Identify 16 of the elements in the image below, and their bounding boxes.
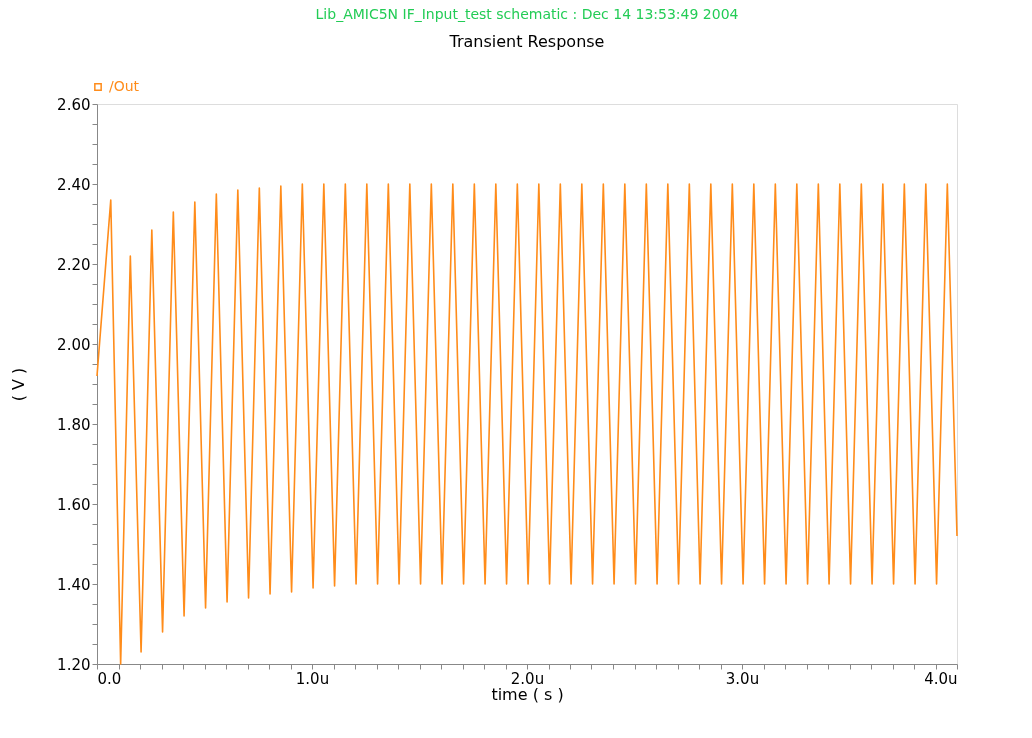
x-tick-label: 3.0u	[725, 669, 760, 688]
y-axis-title: ( V )	[9, 367, 29, 402]
legend-label: /Out	[109, 78, 140, 94]
y-tick-label: 2.20	[57, 255, 91, 274]
x-tick-label: 0.0	[97, 669, 122, 688]
y-tick-label: 1.60	[57, 495, 91, 514]
y-tick-label: 1.20	[57, 655, 91, 674]
y-tick-label: 2.00	[57, 335, 91, 354]
chart-title: Lib_AMIC5N IF_Input_test schematic : Dec 14 13:53:49 2004	[315, 6, 739, 22]
x-tick-label: 4.0u	[924, 669, 958, 688]
y-tick-label: 1.80	[57, 415, 91, 434]
chart-subtitle: Transient Response	[448, 32, 605, 51]
y-tick-label: 1.40	[57, 575, 91, 594]
y-tick-label: 2.40	[57, 175, 91, 194]
y-tick-label: 2.60	[57, 95, 91, 114]
x-tick-label: 1.0u	[295, 669, 330, 688]
